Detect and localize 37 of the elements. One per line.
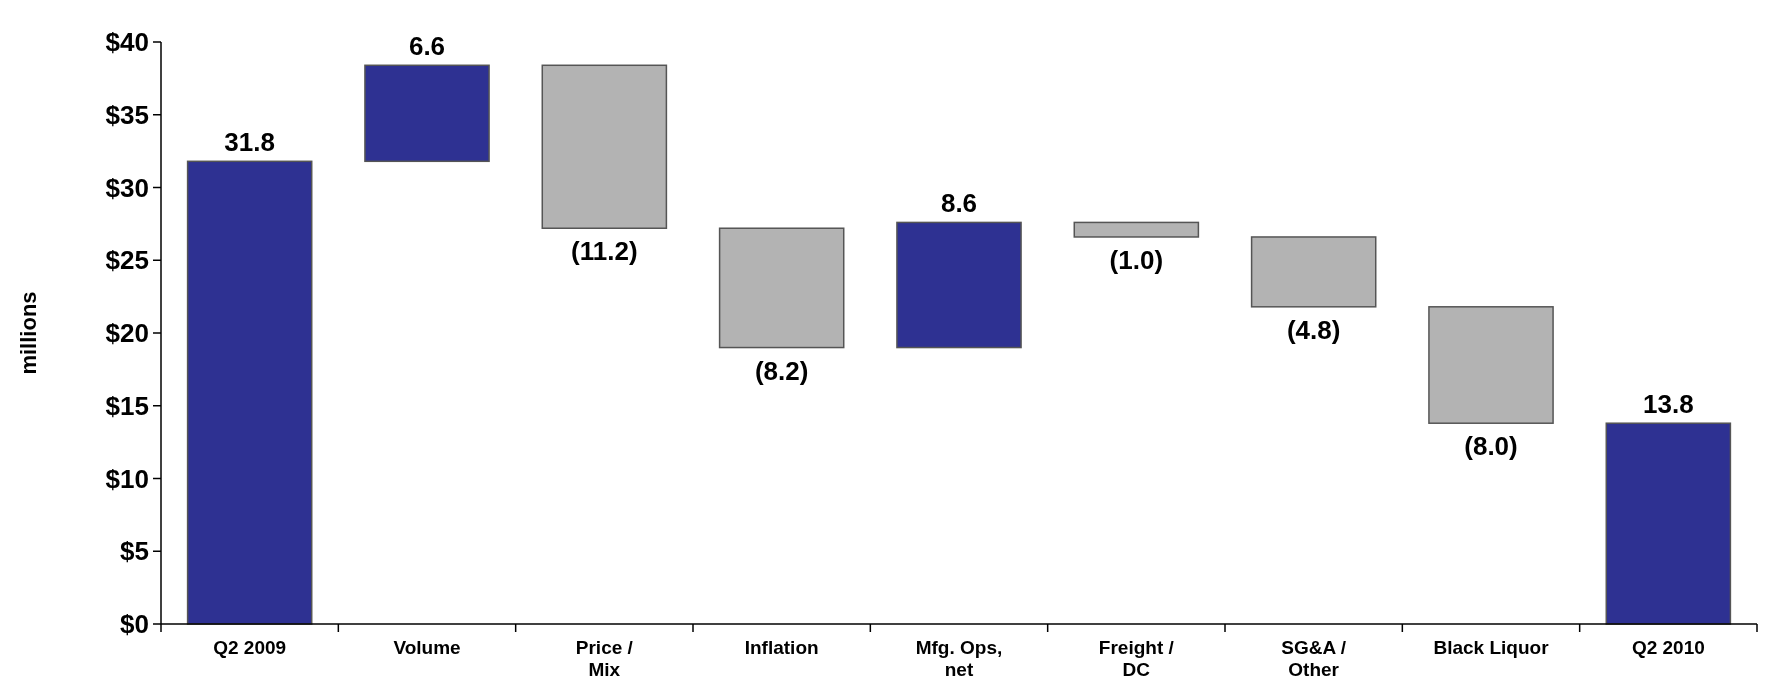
bar <box>541 64 668 229</box>
data-label: (8.2) <box>754 355 809 386</box>
y-tick-label: $15 <box>105 390 149 421</box>
y-tick-label: $40 <box>105 27 149 58</box>
bar <box>896 221 1022 349</box>
bar <box>186 160 313 625</box>
y-axis-title: millions <box>16 291 41 375</box>
data-label: (8.0) <box>1464 431 1518 462</box>
data-label: (4.8) <box>1286 314 1341 345</box>
data-label: 6.6 <box>408 31 446 62</box>
y-tick-label: $35 <box>105 99 149 130</box>
x-tick-label: Q2 2009 <box>213 637 287 658</box>
y-tick-label: $5 <box>120 536 149 567</box>
x-tick-label: Price / Mix <box>575 637 634 680</box>
x-tick-label: Inflation <box>744 637 819 658</box>
bar <box>364 64 490 163</box>
data-label: 13.8 <box>1643 389 1694 420</box>
y-tick-label: $25 <box>105 245 149 276</box>
bar <box>1073 221 1200 238</box>
y-tick-label: $0 <box>120 609 149 640</box>
data-label: (1.0) <box>1109 244 1164 275</box>
bar <box>1250 236 1377 308</box>
y-tick-label: $30 <box>105 172 149 203</box>
x-tick-label: Black Liquor <box>1433 637 1550 658</box>
y-tick-label: $10 <box>105 463 149 494</box>
data-label: 8.6 <box>940 188 978 219</box>
bar <box>1605 422 1732 625</box>
x-tick-label: Q2 2010 <box>1631 637 1705 658</box>
x-tick-label: Freight / DC <box>1098 637 1175 680</box>
x-tick-label: Volume <box>393 637 461 658</box>
x-tick-label: Mfg. Ops, net <box>915 637 1003 680</box>
bar <box>718 227 845 349</box>
bar <box>1428 306 1554 424</box>
y-tick-label: $20 <box>105 318 149 349</box>
data-label: 31.8 <box>224 127 275 158</box>
data-label: (11.2) <box>571 236 638 267</box>
x-tick-label: SG&A / Other <box>1281 637 1347 680</box>
